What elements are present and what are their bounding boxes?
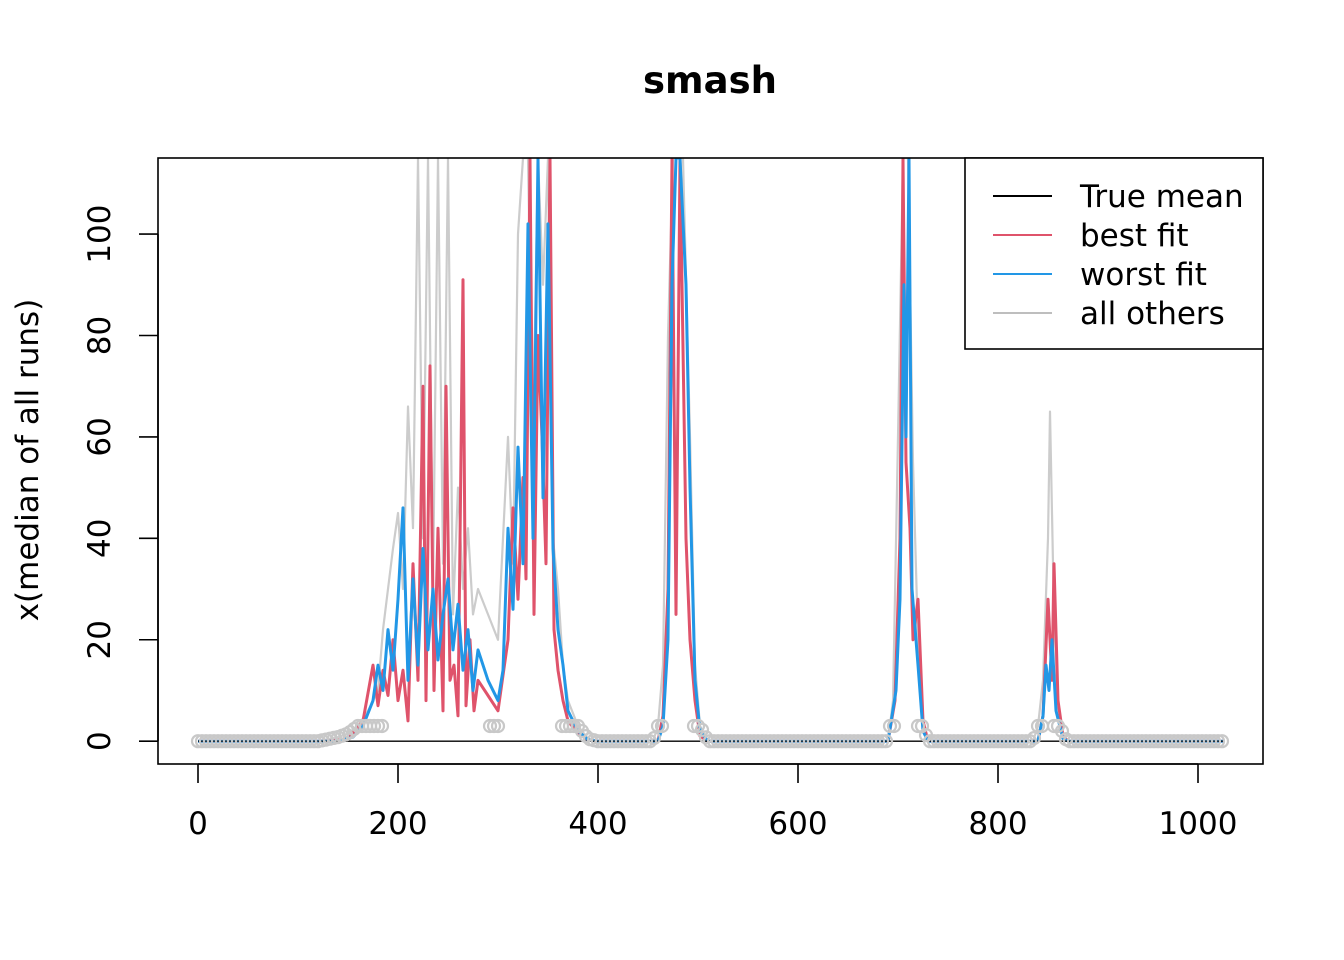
y-tick-label: 0 xyxy=(82,731,118,751)
data-point xyxy=(1210,734,1226,749)
data-point xyxy=(686,718,702,734)
markers-layer xyxy=(190,718,1230,749)
x-tick-label: 400 xyxy=(568,806,627,842)
data-point xyxy=(638,734,654,749)
y-tick-label: 80 xyxy=(82,316,118,355)
x-axis: 0 200 400 600 800 1000 xyxy=(188,763,1238,842)
legend-label: True mean xyxy=(1079,179,1244,215)
data-point xyxy=(874,734,890,749)
data-point xyxy=(370,718,386,734)
legend-label: worst fit xyxy=(1080,257,1207,293)
data-point xyxy=(646,730,662,746)
y-axis-label: x(median of all runs) xyxy=(10,299,46,622)
x-tick-label: 800 xyxy=(968,806,1027,842)
data-point xyxy=(1026,730,1042,746)
legend-label: all others xyxy=(1080,296,1225,332)
x-tick-label: 1000 xyxy=(1159,806,1238,842)
series-layer xyxy=(198,158,1223,743)
data-point xyxy=(1018,734,1034,749)
data-point xyxy=(490,718,506,734)
data-point xyxy=(374,718,390,734)
series-line-worst-fit xyxy=(198,158,1223,743)
data-point xyxy=(366,718,382,734)
y-axis: 0 20 40 60 80 100 xyxy=(82,205,159,751)
y-tick-label: 60 xyxy=(82,417,118,456)
data-point xyxy=(878,734,894,749)
data-point xyxy=(562,718,578,734)
data-point xyxy=(882,718,898,734)
data-point xyxy=(482,718,498,734)
chart-title: smash xyxy=(643,59,777,102)
data-point xyxy=(694,722,710,737)
data-point xyxy=(1214,734,1230,749)
data-point xyxy=(1206,734,1222,749)
x-tick-label: 200 xyxy=(368,806,427,842)
data-point xyxy=(1030,718,1046,734)
data-point xyxy=(650,718,666,734)
y-tick-label: 100 xyxy=(82,205,118,264)
data-point xyxy=(654,718,670,734)
data-point xyxy=(1054,723,1070,739)
data-point xyxy=(486,718,502,734)
x-tick-label: 0 xyxy=(188,806,208,842)
data-point xyxy=(870,734,886,749)
data-point xyxy=(690,718,706,734)
data-point xyxy=(910,718,926,734)
series-line-all-others xyxy=(198,158,1223,743)
x-tick-label: 600 xyxy=(768,806,827,842)
y-tick-label: 40 xyxy=(82,519,118,558)
legend-label: best fit xyxy=(1080,218,1189,254)
legend-box xyxy=(964,157,1264,350)
data-point xyxy=(886,718,902,734)
data-point xyxy=(698,730,714,745)
y-tick-label: 20 xyxy=(82,620,118,659)
